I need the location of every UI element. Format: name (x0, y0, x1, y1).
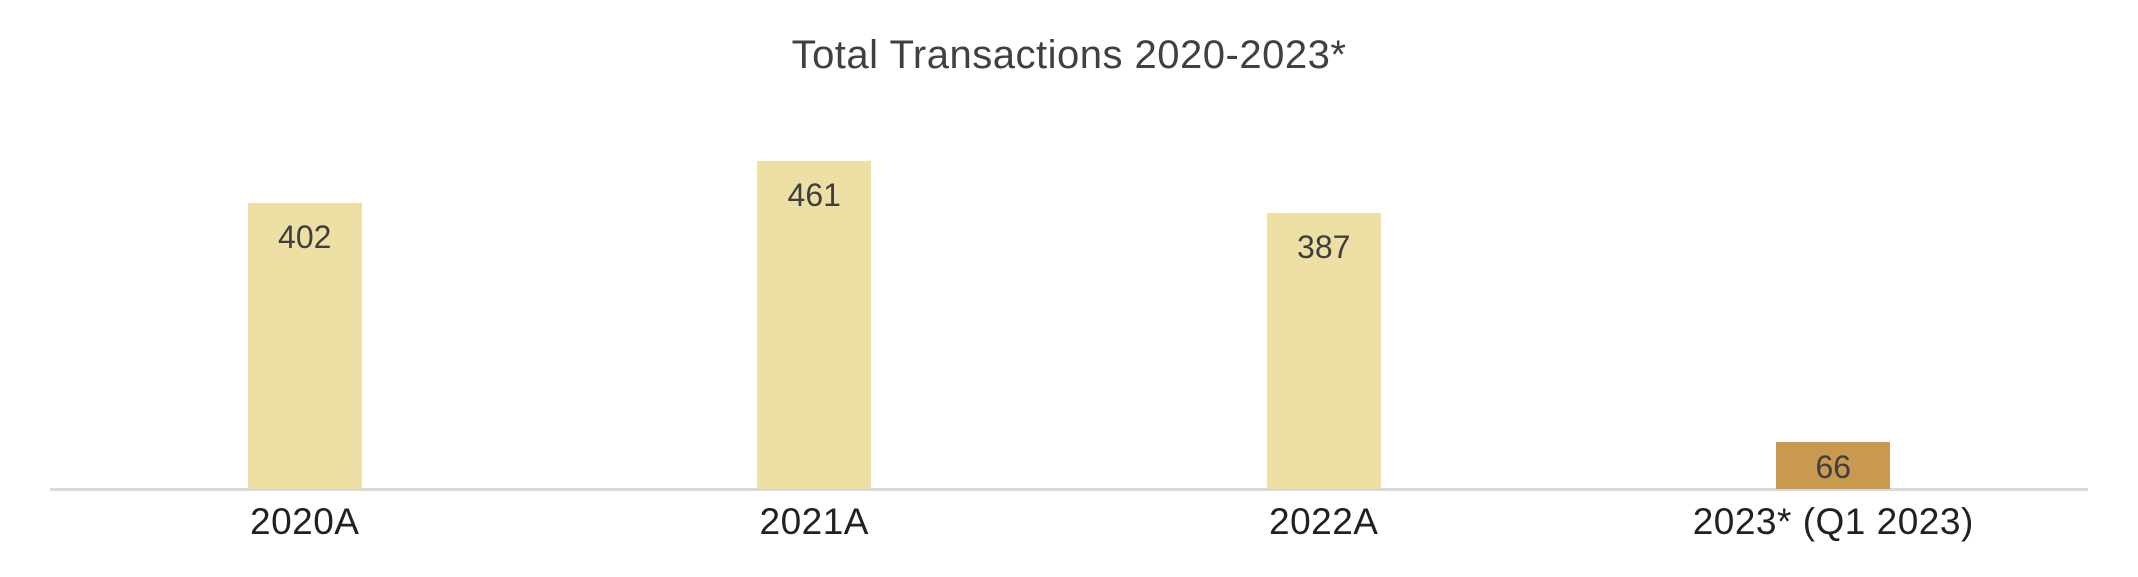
bar-2022a: 387 (1266, 213, 1381, 489)
bar-column-2020a: 402 (50, 133, 560, 489)
bar-2023q1: 66 (1776, 442, 1891, 489)
data-label-2022a: 387 (1297, 229, 1351, 266)
bar-2020a: 402 (247, 202, 362, 489)
data-label-2021a: 461 (787, 176, 841, 213)
x-axis-labels: 2020A 2021A 2022A 2023* (Q1 2023) (50, 499, 2088, 545)
x-tick-label-2022a: 2022A (1269, 501, 1379, 542)
data-label-2020a: 402 (278, 218, 332, 255)
data-label-2023q1: 66 (1815, 449, 1852, 486)
bar-2021a: 461 (757, 160, 872, 489)
x-axis-line (50, 488, 2088, 491)
chart-title: Total Transactions 2020-2023* (791, 33, 1347, 77)
bar-column-2023q1: 66 (1579, 133, 2089, 489)
x-tick-label-2021a: 2021A (759, 501, 869, 542)
bar-column-2022a: 387 (1069, 133, 1579, 489)
x-tick-label-2023q1: 2023* (Q1 2023) (1692, 501, 1974, 542)
plot-area: 402 461 387 66 (50, 133, 2089, 491)
bar-column-2021a: 461 (560, 133, 1070, 489)
x-tick-label-2020a: 2020A (250, 501, 360, 542)
